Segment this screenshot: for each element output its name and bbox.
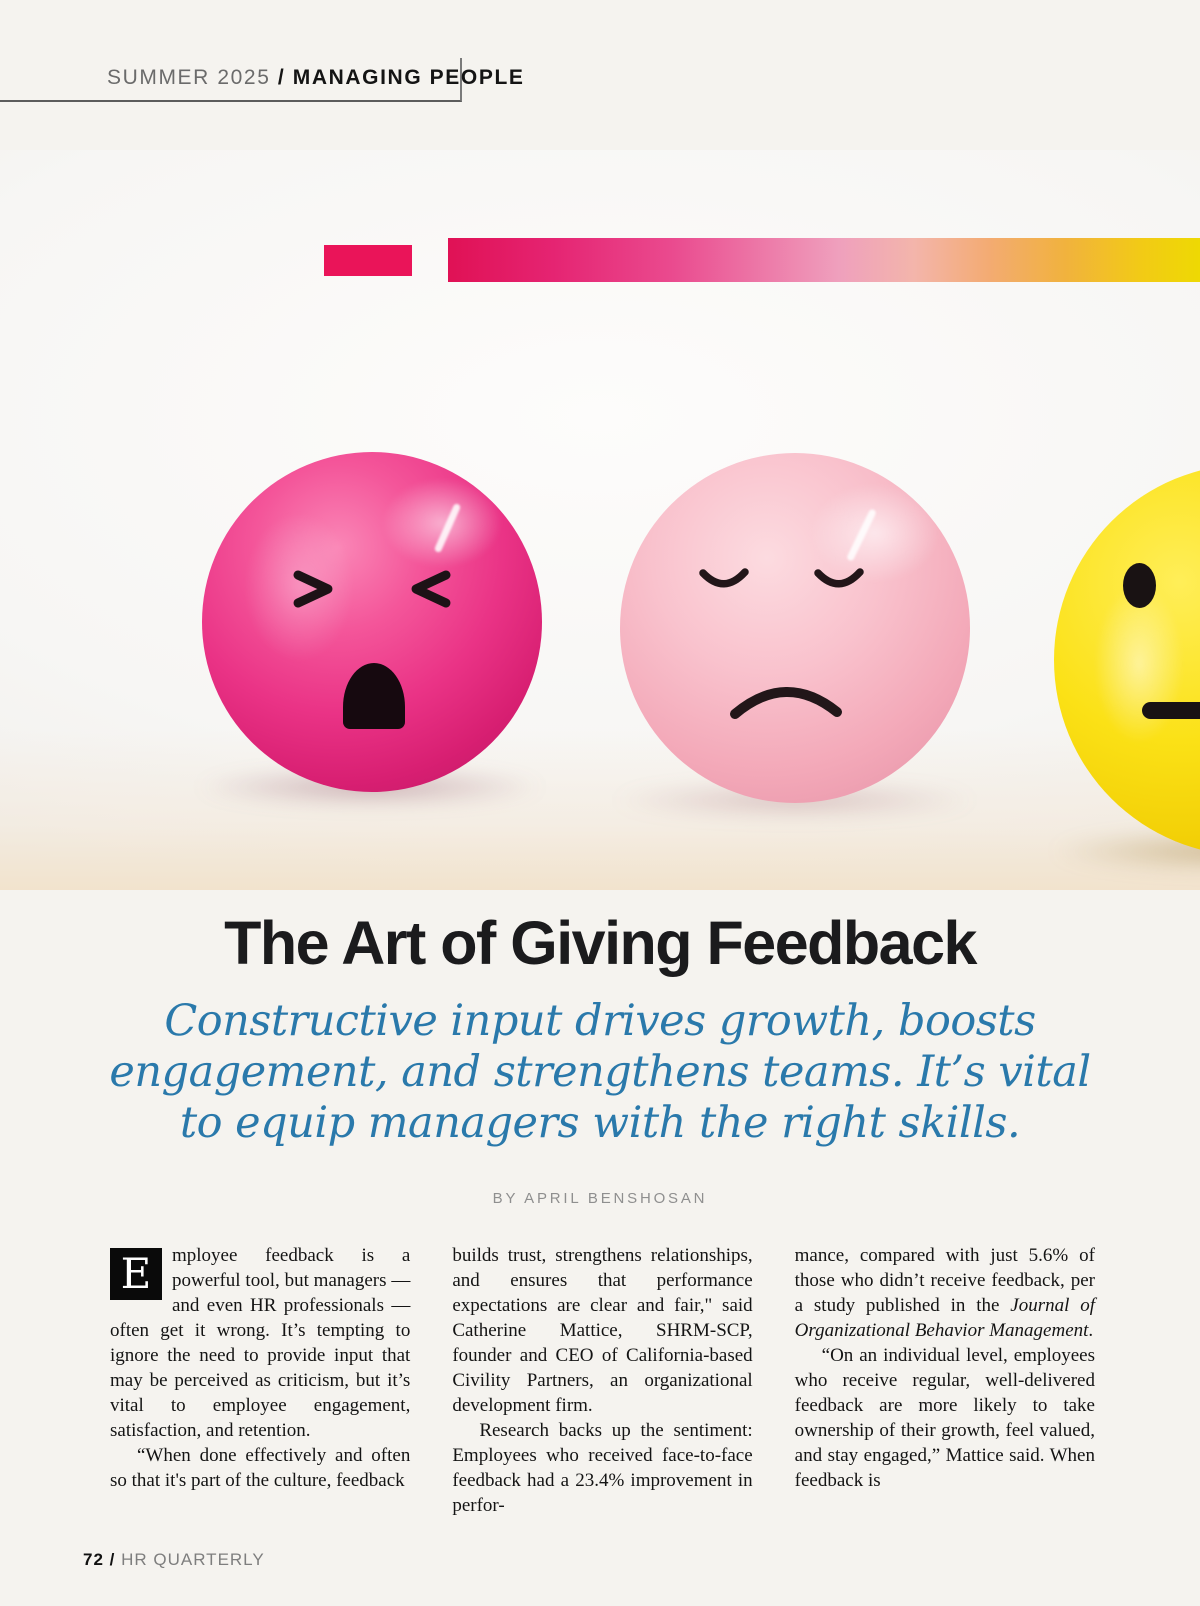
journal-title: Journal of Organizational Behavior Manag… [794,1295,1095,1341]
kicker-rule: SUMMER 2025 / MANAGING PEOPLE [0,58,523,102]
squeezed-eye-left-icon [290,568,340,615]
kicker-section: / MANAGING PEOPLE [277,66,525,89]
paragraph: “When done effectively and often so that… [110,1445,411,1491]
paragraph-text: . [1088,1320,1094,1341]
neutral-face-ball [1054,464,1200,856]
gloss-highlight [1094,584,1184,744]
paragraph: builds trust, strengthens relationships,… [452,1245,753,1416]
paragraph-text: mployee feedback is a powerful tool, but… [110,1245,411,1441]
straight-mouth-icon [1142,702,1200,719]
squeezed-eye-right-icon [404,568,454,615]
paragraph: Research backs up the sentiment: Employe… [452,1420,753,1516]
subtitle-line: engagement, and strengthens teams. It’s … [109,1047,1091,1097]
subtitle-line: Constructive input drives growth, boosts [164,996,1036,1046]
accent-bar-small [324,245,412,276]
column-3: mance, compared with just 5.6% of those … [795,1243,1095,1518]
photo-floor [0,730,1200,890]
byline: BY APRIL BENSHOSAN [492,1190,708,1207]
page-footer: 72 / HR QUARTERLY [83,1550,265,1570]
open-mouth-icon [343,663,405,729]
kicker: SUMMER 2025 / MANAGING PEOPLE [107,66,524,90]
gradient-bar [448,238,1200,282]
kicker-season: SUMMER 2025 [107,66,278,89]
hero-image [0,150,1200,890]
page-number: 72 / [83,1550,122,1569]
page-title: The Art of Giving Feedback [224,909,977,977]
frown-mouth-icon [726,669,846,728]
oval-eye-icon [1123,563,1156,608]
subtitle: Constructive input drives growth, boosts… [0,996,1200,1149]
gloss-highlight [382,478,502,568]
paragraph: mance, compared with just 5.6% of those … [795,1243,1095,1343]
paragraph: “On an individual level, employees who r… [794,1345,1095,1491]
publication-name: HR QUARTERLY [121,1550,265,1569]
drop-cap: E [110,1248,162,1300]
gloss-highlight [244,512,354,662]
closed-eye-right-icon [813,565,865,604]
angry-face-ball [202,452,542,792]
subtitle-line: to equip managers with the right skills. [179,1098,1021,1148]
gloss-highlight [810,483,940,583]
sad-face-ball [620,453,970,803]
closed-eye-left-icon [698,565,750,604]
paragraph-text: mance, compared with just 5.6% of those … [794,1245,1095,1316]
column-2: builds trust, strengthens relationships,… [452,1243,752,1518]
